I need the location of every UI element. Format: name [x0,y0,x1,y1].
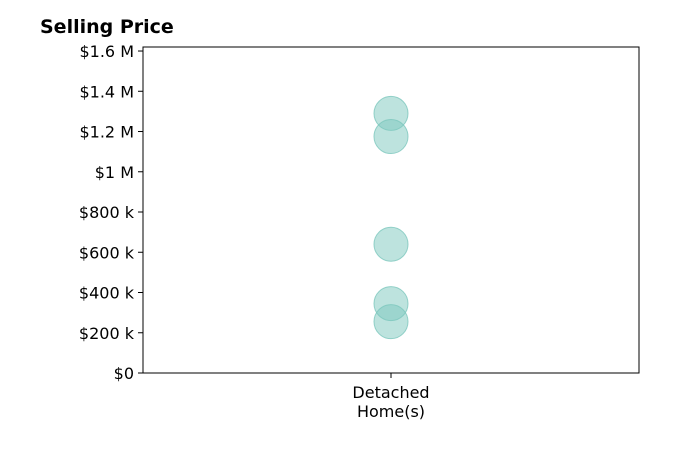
x-tick-label: Detached Home(s) [352,383,429,421]
y-tick-label: $1 M [95,163,134,182]
y-axis: $0 $200 k $400 k $600 k $800 k $1 M $1.2 M $1.4… [79,42,143,383]
y-tick-label: $600 k [79,243,135,262]
chart-title: Selling Price [40,16,174,38]
y-tick-label: $200 k [79,324,135,343]
y-tick-label: $800 k [79,203,135,222]
y-tick-label: $1.4 M [79,82,134,101]
x-axis: Detached Home(s) [352,373,430,421]
x-tick-label-line: Detached [352,383,429,402]
points-layer [373,95,409,340]
data-point [373,304,409,340]
y-tick-label: $400 k [79,284,135,303]
y-tick-label: $1.6 M [79,42,134,61]
data-point [373,226,409,262]
y-tick-label: $1.2 M [79,123,134,142]
data-point [373,119,409,155]
y-tick-label: $0 [114,364,134,383]
x-tick-label-line: Home(s) [357,402,425,421]
